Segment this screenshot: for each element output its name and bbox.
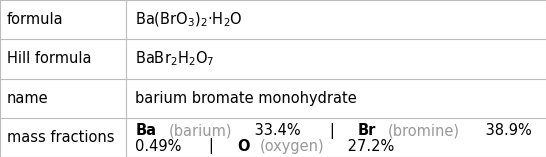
Text: 33.4%: 33.4% [251,123,301,138]
Text: 0.49%: 0.49% [135,138,182,154]
Text: formula: formula [7,12,63,27]
Text: (barium): (barium) [169,123,232,138]
Text: |: | [195,138,228,154]
Text: (oxygen): (oxygen) [259,138,324,154]
Text: Ba: Ba [135,123,156,138]
Text: O: O [238,138,250,154]
Text: Ba(BrO$_3$)$_2$·H$_2$O: Ba(BrO$_3$)$_2$·H$_2$O [135,10,243,29]
Text: Br: Br [358,123,376,138]
Text: BaBr$_2$H$_2$O$_7$: BaBr$_2$H$_2$O$_7$ [135,49,215,68]
Text: 38.9%: 38.9% [480,123,531,138]
Text: name: name [7,91,48,106]
Text: Hill formula: Hill formula [7,51,91,66]
Text: |: | [316,123,348,139]
Text: barium bromate monohydrate: barium bromate monohydrate [135,91,357,106]
Text: mass fractions: mass fractions [7,130,114,145]
Text: 27.2%: 27.2% [343,138,394,154]
Text: (bromine): (bromine) [388,123,460,138]
